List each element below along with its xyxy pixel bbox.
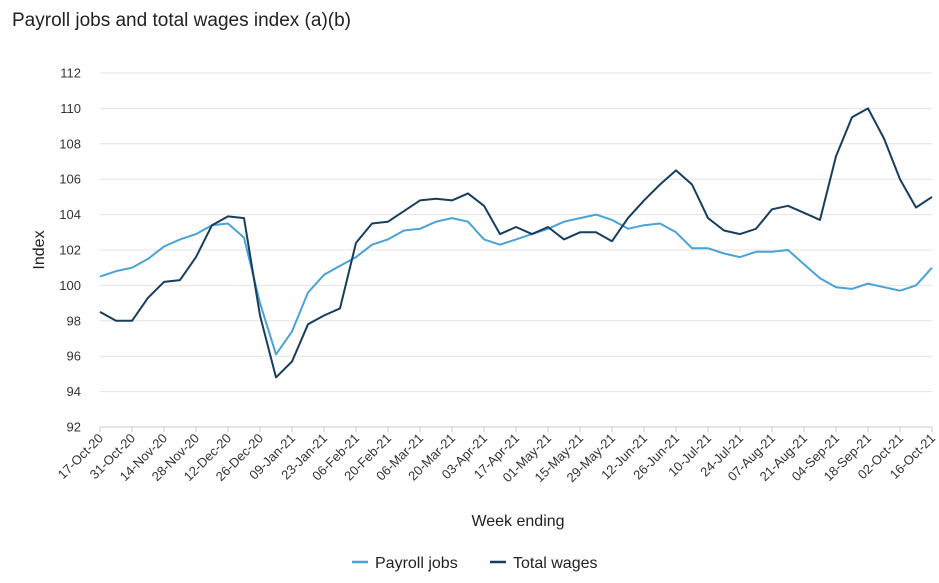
y-tick-label: 92 (67, 420, 81, 435)
legend: Payroll jobs Total wages (352, 555, 598, 572)
y-tick-label: 112 (60, 66, 81, 81)
series-lines (99, 107, 933, 379)
y-axis-title: Index (31, 230, 48, 269)
y-tick-label: 98 (67, 313, 81, 328)
chart-title: Payroll jobs and total wages index (a)(b… (12, 10, 352, 31)
x-axis-title: Week ending (471, 513, 564, 530)
y-tick-label: 96 (67, 349, 81, 364)
y-tick-label: 102 (59, 243, 81, 258)
series-line-payroll-jobs (99, 213, 933, 356)
legend-label: Payroll jobs (375, 555, 458, 572)
y-axis-ticks: 92 94 96 98 100 102 104 106 108 110 112 (59, 66, 81, 435)
y-tick-label: 100 (59, 278, 81, 293)
series-line-total-wages (99, 107, 933, 379)
y-tick-label: 94 (67, 384, 81, 399)
y-tick-label: 108 (59, 136, 81, 151)
y-tick-label: 104 (59, 207, 81, 222)
gridlines (100, 72, 932, 428)
y-tick-label: 110 (60, 101, 81, 116)
y-tick-label: 106 (59, 172, 81, 187)
x-axis-ticks: 17-Oct-2031-Oct-2014-Nov-2028-Nov-2012-D… (55, 427, 938, 485)
legend-label: Total wages (513, 555, 598, 572)
